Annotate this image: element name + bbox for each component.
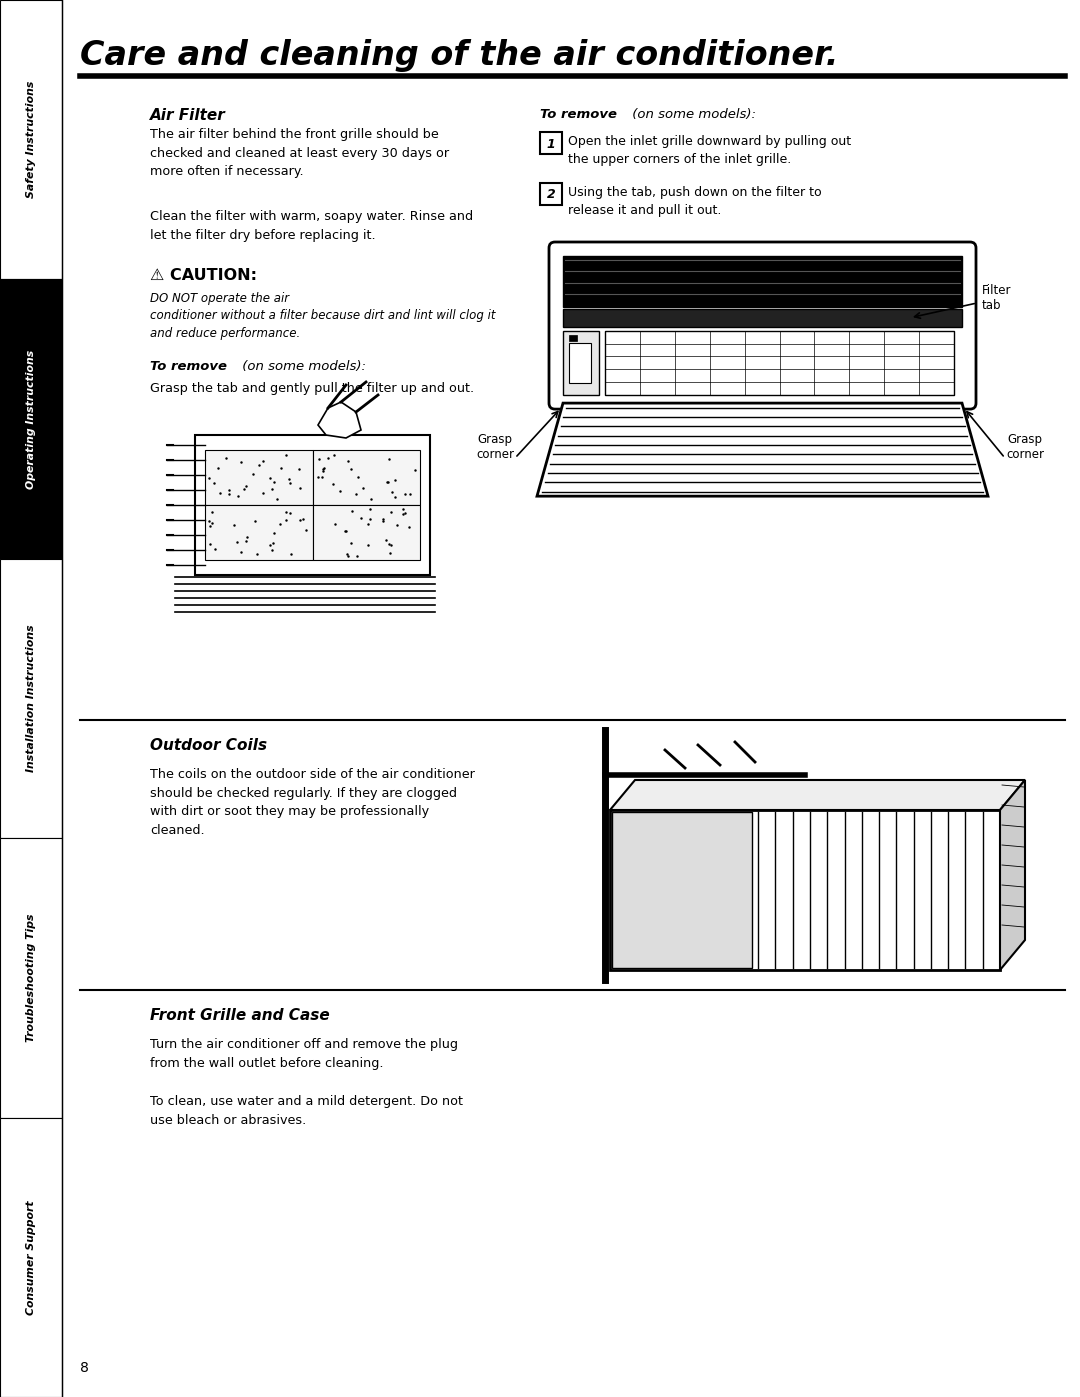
Text: Operating Instructions: Operating Instructions <box>26 349 36 489</box>
Text: Safety Instructions: Safety Instructions <box>26 81 36 198</box>
Text: Open the inlet grille downward by pulling out
the upper corners of the inlet gri: Open the inlet grille downward by pullin… <box>568 136 851 166</box>
Polygon shape <box>318 402 361 439</box>
Text: (on some models):: (on some models): <box>238 360 366 373</box>
Text: Consumer Support: Consumer Support <box>26 1200 36 1315</box>
Bar <box>563 256 962 307</box>
Text: Air Filter: Air Filter <box>150 108 226 123</box>
FancyBboxPatch shape <box>540 131 562 154</box>
Bar <box>0 838 62 1118</box>
Bar <box>0 559 62 838</box>
Text: Using the tab, push down on the filter to
release it and pull it out.: Using the tab, push down on the filter t… <box>568 186 822 217</box>
Text: Grasp
corner: Grasp corner <box>476 433 514 461</box>
Text: The air filter behind the front grille should be
checked and cleaned at least ev: The air filter behind the front grille s… <box>150 129 449 177</box>
Bar <box>569 342 591 383</box>
Bar <box>312 504 420 560</box>
Text: The coils on the outdoor side of the air conditioner
should be checked regularly: The coils on the outdoor side of the air… <box>150 768 475 837</box>
Bar <box>610 810 1000 970</box>
Text: 8: 8 <box>80 1361 89 1375</box>
Bar <box>563 331 599 395</box>
Text: 1: 1 <box>546 137 555 151</box>
Polygon shape <box>537 404 988 496</box>
Text: Clean the filter with warm, soapy water. Rinse and
let the filter dry before rep: Clean the filter with warm, soapy water.… <box>150 210 473 242</box>
FancyBboxPatch shape <box>549 242 976 409</box>
Bar <box>205 504 312 560</box>
Bar <box>0 0 62 279</box>
Bar <box>569 335 577 341</box>
Text: To remove: To remove <box>150 360 227 373</box>
Bar <box>195 434 430 576</box>
Bar <box>0 279 62 559</box>
Text: Grasp
corner: Grasp corner <box>1005 433 1044 461</box>
Bar <box>612 812 753 968</box>
Bar <box>605 331 954 395</box>
Text: Grasp the tab and gently pull the filter up and out.: Grasp the tab and gently pull the filter… <box>150 381 474 395</box>
FancyBboxPatch shape <box>540 183 562 205</box>
Text: 2: 2 <box>546 189 555 201</box>
Text: Filter
tab: Filter tab <box>982 284 1012 312</box>
Bar <box>312 450 420 504</box>
Text: (on some models):: (on some models): <box>627 108 756 122</box>
Bar <box>563 309 962 327</box>
Text: Installation Instructions: Installation Instructions <box>26 624 36 773</box>
Text: Care and cleaning of the air conditioner.: Care and cleaning of the air conditioner… <box>80 39 838 73</box>
Bar <box>0 1118 62 1397</box>
Polygon shape <box>1000 780 1025 970</box>
Bar <box>205 450 312 504</box>
Text: Outdoor Coils: Outdoor Coils <box>150 738 267 753</box>
Text: Troubleshooting Tips: Troubleshooting Tips <box>26 914 36 1042</box>
Text: DO NOT operate the air
conditioner without a filter because dirt and lint will c: DO NOT operate the air conditioner witho… <box>150 292 496 339</box>
Polygon shape <box>610 780 1025 810</box>
Text: ⚠ CAUTION:: ⚠ CAUTION: <box>150 268 257 284</box>
Text: To remove: To remove <box>540 108 617 122</box>
Text: Turn the air conditioner off and remove the plug
from the wall outlet before cle: Turn the air conditioner off and remove … <box>150 1038 458 1070</box>
Text: Front Grille and Case: Front Grille and Case <box>150 1009 329 1023</box>
Text: To clean, use water and a mild detergent. Do not
use bleach or abrasives.: To clean, use water and a mild detergent… <box>150 1095 463 1126</box>
